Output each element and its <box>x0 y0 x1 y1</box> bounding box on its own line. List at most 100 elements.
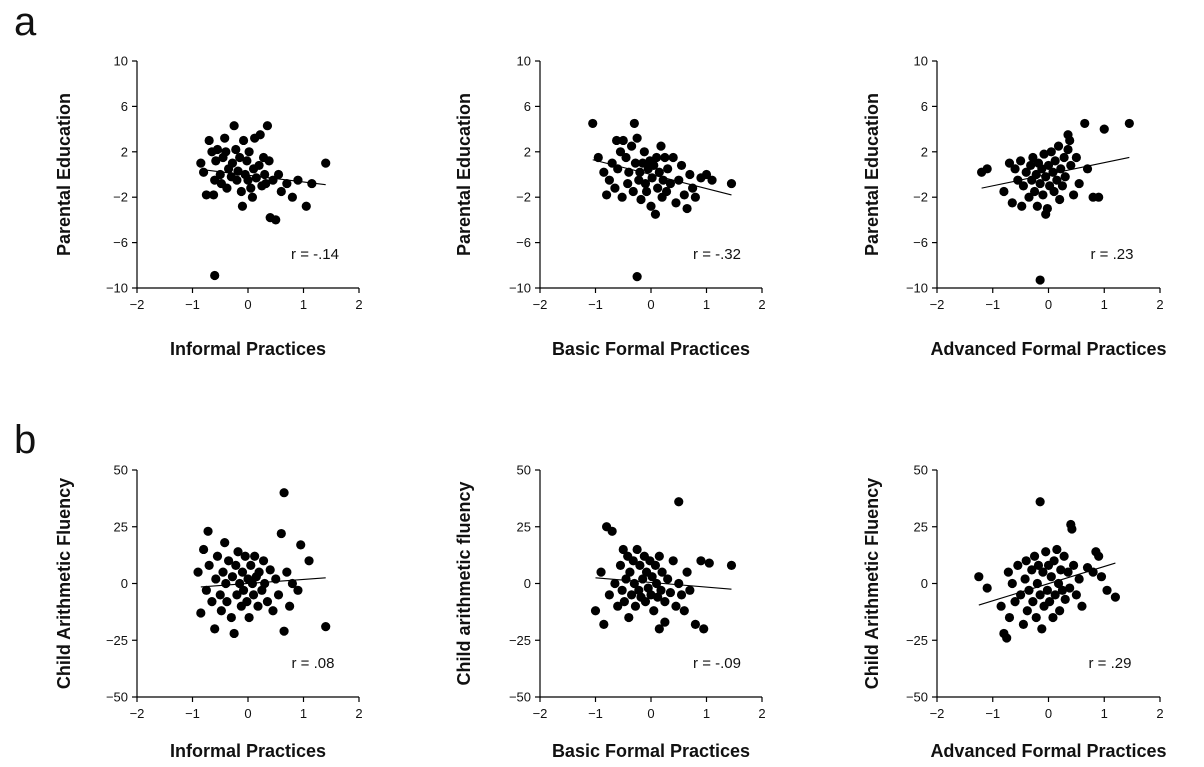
data-point <box>1091 547 1101 557</box>
data-point <box>282 567 292 577</box>
data-point <box>613 601 623 611</box>
data-point <box>1020 574 1030 584</box>
data-point <box>679 190 689 200</box>
data-point <box>657 567 667 577</box>
data-point <box>640 178 651 189</box>
trend-line <box>981 156 1130 189</box>
data-point <box>649 160 659 171</box>
correlation-label: r = .29 <box>1089 655 1132 672</box>
x-tick-label: −2 <box>533 297 548 312</box>
data-point <box>1060 594 1070 604</box>
data-point <box>665 587 676 598</box>
data-point <box>238 135 249 146</box>
data-point <box>599 167 609 177</box>
data-point <box>254 567 264 577</box>
data-point <box>651 578 662 589</box>
data-point <box>604 175 614 185</box>
data-point <box>656 585 666 595</box>
y-tick-label: −25 <box>509 633 531 648</box>
data-point <box>243 175 253 185</box>
data-point <box>1094 192 1104 202</box>
y-tick-label: 10 <box>914 54 928 69</box>
data-point <box>1028 152 1038 163</box>
data-point <box>726 560 737 570</box>
data-point <box>682 203 692 214</box>
data-point <box>696 556 706 566</box>
y-tick-label: −25 <box>906 633 928 648</box>
data-point <box>211 156 221 166</box>
data-point <box>1027 565 1037 575</box>
data-point <box>690 619 701 629</box>
data-point <box>1038 567 1048 577</box>
data-point <box>204 560 214 570</box>
data-point <box>1074 574 1084 584</box>
y-tick-label: 0 <box>921 576 928 591</box>
data-point <box>641 186 652 197</box>
y-axis-title: Child arithmetic fluency <box>454 481 474 685</box>
data-point <box>1029 186 1040 197</box>
data-point <box>654 624 664 634</box>
data-point <box>1102 585 1112 595</box>
x-tick-label: 0 <box>647 297 654 312</box>
data-point <box>293 175 303 185</box>
data-point <box>660 152 670 163</box>
data-point <box>287 578 297 589</box>
data-point <box>671 198 681 208</box>
data-point <box>1041 547 1051 557</box>
scatter-plot-5: −2 −1 0 1 2 −50 −25 0 25 50 Basic Formal Practices… <box>454 463 766 762</box>
data-point <box>654 551 664 561</box>
data-point <box>233 547 243 557</box>
data-point <box>630 601 641 611</box>
data-point <box>596 567 606 577</box>
data-point <box>210 270 220 281</box>
x-tick-label: 0 <box>647 706 654 721</box>
data-point <box>220 538 230 548</box>
data-point <box>632 272 642 282</box>
data-point <box>193 567 203 577</box>
data-point <box>321 158 331 168</box>
data-point <box>248 590 259 600</box>
x-tick-label: 2 <box>355 297 362 312</box>
data-point <box>1071 152 1081 163</box>
data-point <box>610 578 620 589</box>
data-point <box>265 565 275 575</box>
x-tick-label: 2 <box>758 297 765 312</box>
data-point <box>1048 167 1058 177</box>
data-point <box>1007 198 1017 208</box>
data-point <box>212 144 223 155</box>
y-tick-label: −6 <box>516 235 531 250</box>
data-point <box>623 178 633 189</box>
data-point <box>617 585 627 595</box>
x-tick-label: 2 <box>758 706 765 721</box>
x-tick-label: −1 <box>588 706 603 721</box>
data-point <box>1041 209 1051 219</box>
data-point <box>668 556 678 566</box>
data-point <box>674 578 684 589</box>
data-point <box>1055 194 1065 205</box>
data-point <box>602 190 612 200</box>
data-point <box>1035 497 1045 507</box>
data-point <box>632 133 642 143</box>
data-point <box>246 560 256 570</box>
data-point <box>599 619 609 629</box>
data-point <box>279 488 289 498</box>
data-point <box>674 175 684 185</box>
data-point <box>304 556 314 566</box>
data-point <box>618 135 628 146</box>
y-tick-label: 50 <box>914 463 928 478</box>
x-tick-label: −1 <box>185 297 200 312</box>
data-point <box>1077 601 1087 611</box>
correlation-label: r = -.32 <box>693 246 741 263</box>
data-point <box>1048 612 1058 623</box>
x-tick-label: −1 <box>588 297 603 312</box>
data-point <box>1035 590 1045 600</box>
data-point <box>628 556 638 566</box>
data-point <box>1038 190 1048 200</box>
data-point <box>1028 597 1038 607</box>
data-point <box>1024 585 1034 595</box>
data-point <box>1059 152 1069 163</box>
data-point <box>196 158 206 168</box>
data-point <box>203 526 213 536</box>
